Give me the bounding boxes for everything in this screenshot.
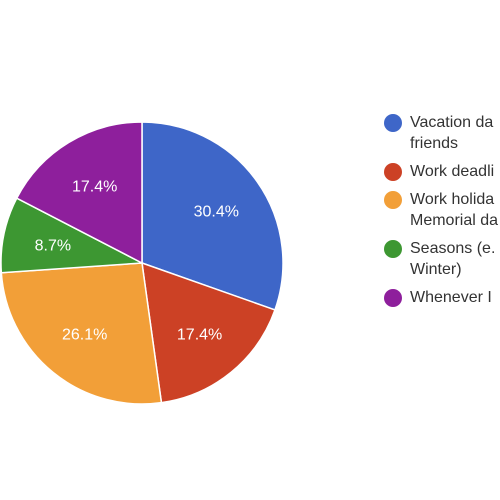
legend-label: Work deadli xyxy=(410,163,495,180)
legend-item[interactable]: Seasons (e. Winter) xyxy=(384,238,500,280)
legend: Vacation da friends Work deadli Work holid… xyxy=(384,112,500,315)
slice-value-label: 30.4% xyxy=(194,203,239,220)
pie-slice-3 xyxy=(0,262,163,405)
legend-item[interactable]: Work holida Memorial da xyxy=(384,189,500,231)
legend-swatch xyxy=(384,114,402,132)
pie-slice-1 xyxy=(141,121,284,311)
slice-value-label: 17.4% xyxy=(72,178,117,195)
legend-item[interactable]: Work deadli xyxy=(384,161,500,182)
pie-slice-5 xyxy=(15,121,143,265)
legend-item[interactable]: Whenever I xyxy=(384,287,500,308)
slice-value-label: 8.7% xyxy=(35,238,71,255)
legend-swatch xyxy=(384,191,402,209)
legend-label: Vacation da friends xyxy=(410,114,494,152)
legend-item[interactable]: Vacation da friends xyxy=(384,112,500,154)
pie-slice-2 xyxy=(141,261,276,404)
legend-label: Seasons (e. Winter) xyxy=(410,240,496,278)
legend-swatch xyxy=(384,163,402,181)
legend-label: Work holida Memorial da xyxy=(410,191,499,229)
slice-value-label: 17.4% xyxy=(177,327,222,344)
legend-swatch xyxy=(384,289,402,307)
legend-swatch xyxy=(384,240,402,258)
slice-value-label: 26.1% xyxy=(62,327,107,344)
legend-label: Whenever I xyxy=(410,289,492,306)
